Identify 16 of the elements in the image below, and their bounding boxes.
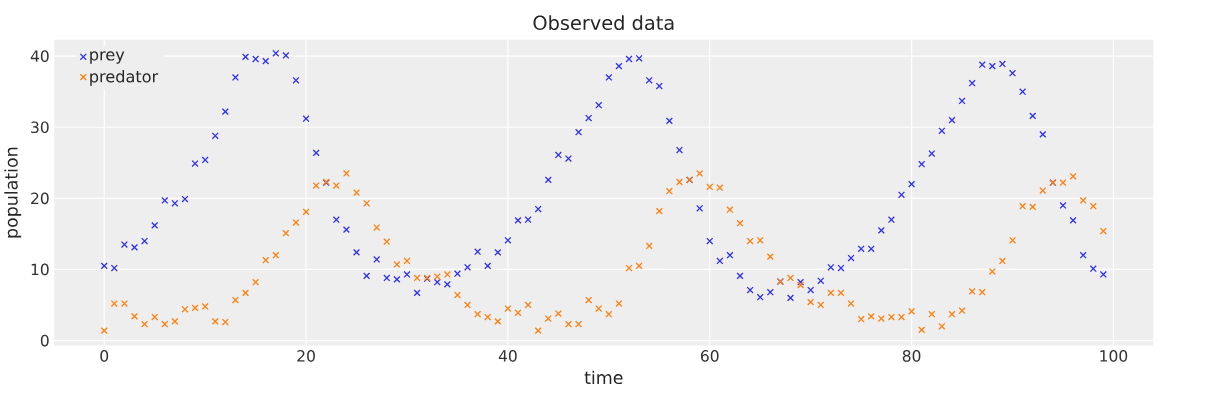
- y-tick-label: 10: [31, 263, 49, 276]
- y-tick-label: 0: [40, 334, 49, 347]
- x-tick-label: 20: [297, 350, 315, 362]
- chart-title: Observed data: [533, 15, 674, 31]
- y-axis-title: population: [4, 147, 22, 238]
- x-tick-label: 0: [100, 350, 109, 362]
- x-tick-label: 40: [498, 350, 517, 362]
- x-axis-title: time: [584, 370, 623, 385]
- x-tick-label: 60: [700, 350, 719, 362]
- x-tick-label: 80: [902, 350, 921, 362]
- y-tick-label: 20: [31, 192, 49, 205]
- legend-label: predator: [90, 70, 159, 86]
- y-tick-label: 30: [31, 121, 49, 134]
- y-tick-label: 40: [30, 50, 49, 63]
- x-tick-label: 100: [1100, 350, 1128, 362]
- legend-label: prey: [90, 51, 125, 64]
